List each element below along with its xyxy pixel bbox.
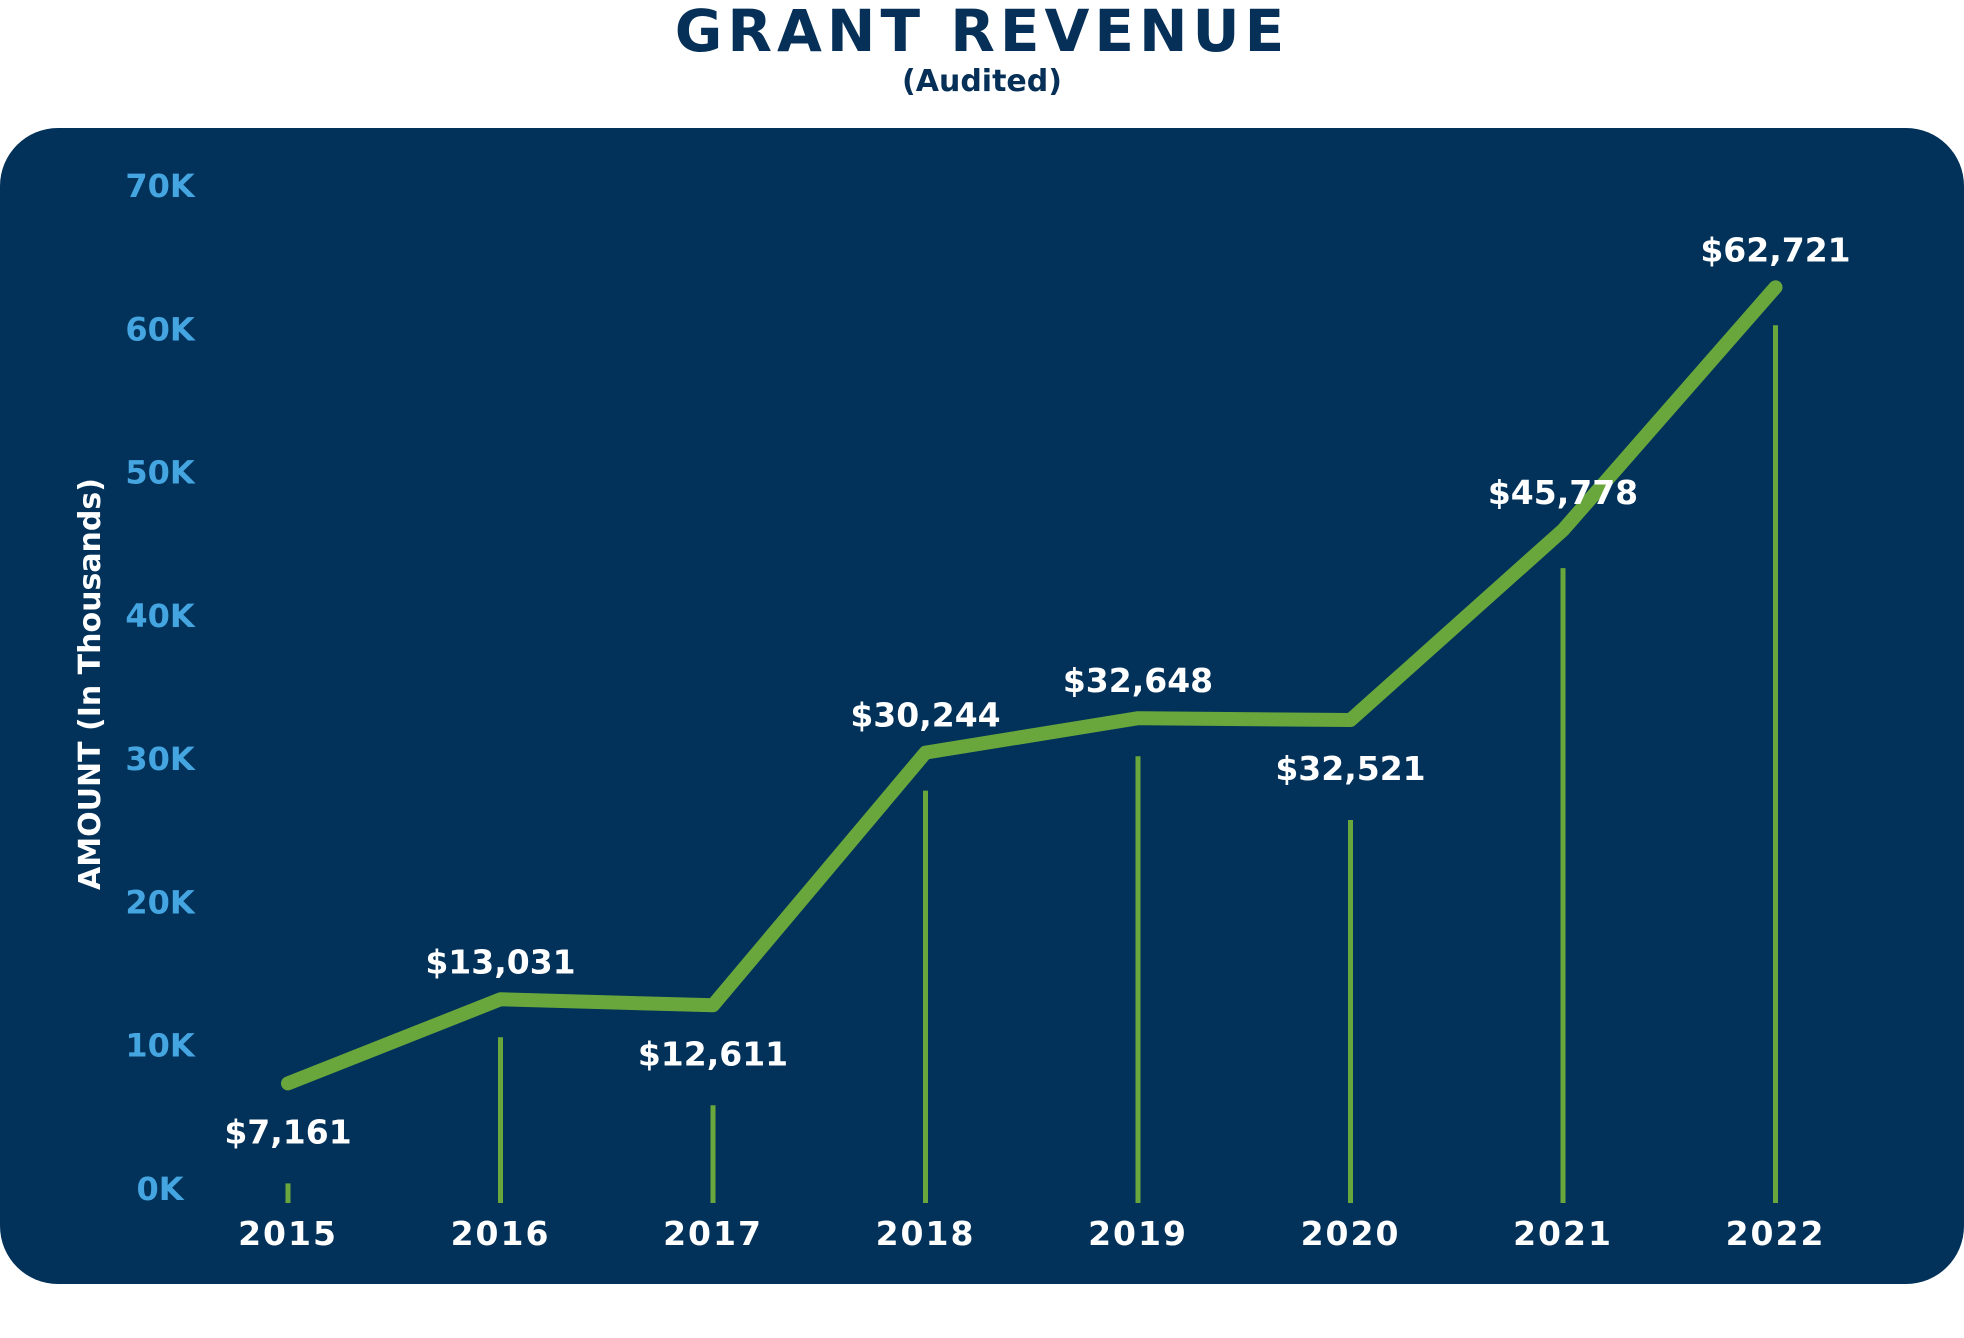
chart-title: GRANT REVENUE — [674, 0, 1290, 65]
y-tick-label: 0K — [136, 1170, 184, 1208]
y-tick-labels: 0K 10K 20K 30K 40K 50K 60K 70K — [125, 167, 196, 1208]
y-tick-label: 70K — [125, 167, 196, 205]
line-chart: AMOUNT (In Thousands) 0K 10K 20K 30K 40K 50K 6… — [0, 128, 1964, 1284]
chart-panel: AMOUNT (In Thousands) 0K 10K 20K 30K 40K 50K 6… — [0, 128, 1964, 1288]
x-tick-label: 2018 — [876, 1214, 976, 1253]
y-tick-label: 50K — [125, 454, 196, 492]
y-tick-label: 40K — [125, 597, 196, 635]
x-tick-label: 2016 — [451, 1214, 551, 1253]
x-tick-label: 2019 — [1088, 1214, 1188, 1253]
value-label: $45,778 — [1488, 473, 1638, 512]
x-tick-label: 2015 — [238, 1214, 338, 1253]
value-label: $13,031 — [425, 942, 575, 981]
value-label: $32,521 — [1275, 749, 1425, 788]
chart-subtitle: (Audited) — [902, 64, 1062, 99]
value-labels: $7,161 $13,031 $12,611 $30,244 $32,648 $32,52… — [224, 230, 1850, 1151]
y-tick-label: 20K — [125, 883, 196, 921]
x-tick-label: 2020 — [1301, 1214, 1401, 1253]
value-label: $12,611 — [638, 1034, 788, 1073]
y-axis-label: AMOUNT (In Thousands) — [73, 478, 108, 890]
value-label: $7,161 — [224, 1112, 351, 1151]
revenue-line — [281, 280, 1783, 1091]
x-tick-label: 2021 — [1513, 1214, 1613, 1253]
value-label: $30,244 — [850, 696, 1000, 735]
x-tick-label: 2017 — [663, 1214, 763, 1253]
value-label: $62,721 — [1700, 230, 1850, 269]
x-tick-label: 2022 — [1726, 1214, 1826, 1253]
value-label: $32,648 — [1063, 661, 1213, 700]
drop-lines — [285, 325, 1778, 1203]
y-tick-label: 30K — [125, 740, 196, 778]
y-tick-label: 10K — [125, 1027, 196, 1065]
x-tick-labels: 2015 2016 2017 2018 2019 2020 2021 2022 — [238, 1214, 1826, 1253]
y-tick-label: 60K — [125, 310, 196, 348]
chart-background — [0, 128, 1964, 1284]
